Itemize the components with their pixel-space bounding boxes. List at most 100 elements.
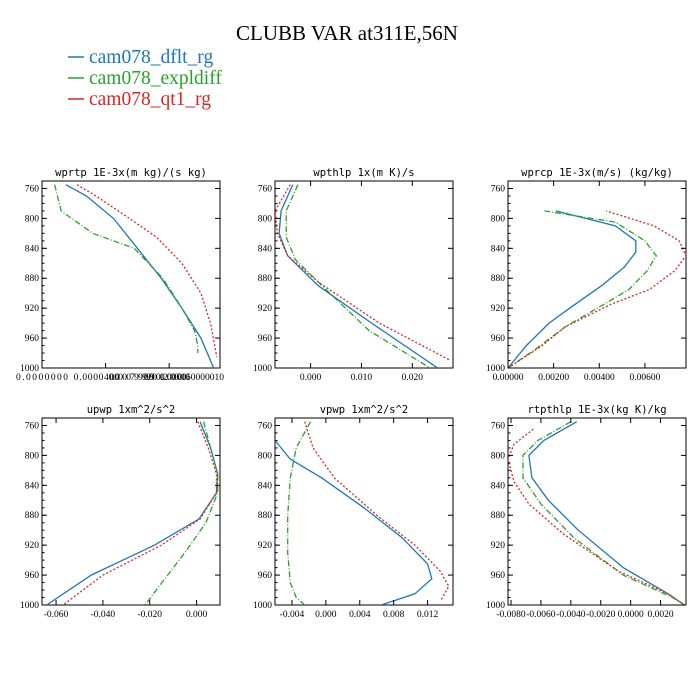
ytick-label: 760 <box>491 184 506 194</box>
ytick-label: 800 <box>25 451 40 461</box>
ytick-label: 920 <box>491 304 506 314</box>
series-line-1-1 <box>65 184 215 368</box>
legend-label-3: cam078_qt1_rg <box>89 89 211 110</box>
ytick-label: 760 <box>491 421 506 431</box>
ytick-label: 960 <box>491 334 506 344</box>
ytick-label: 800 <box>491 451 506 461</box>
panel-6: rtpthlp 1E-3x(kg K)/kg 760 800 840 880 920 960… <box>486 404 687 620</box>
series-line-6-2 <box>522 421 685 605</box>
series-line-4-1 <box>46 421 219 605</box>
panel-title-6: rtpthlp 1E-3x(kg K)/kg <box>527 404 666 416</box>
ytick-label: 880 <box>258 274 273 284</box>
xtick-label: -0.0020 <box>586 610 616 620</box>
panel-frame-2 <box>274 180 454 369</box>
panel-title-2: wpthlp 1x(m K)/s <box>313 167 414 179</box>
xtick-label: 0.010 <box>351 373 373 383</box>
legend: cam078_dflt_rgcam078_expldiffcam078_qt1_… <box>68 47 222 110</box>
ytick-label: 1000 <box>253 364 272 374</box>
xtick-label: 0.00400 <box>584 373 615 383</box>
xtick-label: 0.000 <box>315 610 337 620</box>
panel-frame-6 <box>507 417 687 606</box>
xtick-label: -0.0060 <box>526 610 556 620</box>
ytick-label: 800 <box>491 214 506 224</box>
xtick-label: 0.000 <box>300 373 322 383</box>
panel-frame-1 <box>41 180 221 369</box>
series-line-6-1 <box>528 421 685 605</box>
panel-frame-3 <box>507 180 687 369</box>
xtick-label: 0.012 <box>417 610 439 620</box>
ytick-label: 920 <box>25 541 40 551</box>
xtick-label: -0.004 <box>280 610 305 620</box>
xtick-label: 0.000 <box>186 610 208 620</box>
panel-3: wprcp 1E-3x(m/s) (kg/kg) 760 800 840 880 920 9… <box>486 167 687 383</box>
ytick-label: 1000 <box>253 601 272 611</box>
ytick-label: 800 <box>25 214 40 224</box>
series-line-1-3 <box>76 184 218 357</box>
series-line-2-3 <box>275 184 451 362</box>
xtick-label: 0.020 <box>402 373 424 383</box>
series-line-3-1 <box>508 210 637 368</box>
ytick-label: 960 <box>491 571 506 581</box>
xtick-label: 0.0020 <box>648 610 674 620</box>
ytick-label: 840 <box>258 481 273 491</box>
series-line-3-3 <box>508 210 686 368</box>
xtick-label: 0.0000799999 <box>109 373 155 383</box>
panel-title-4: upwp 1xm^2/s^2 <box>87 404 176 416</box>
panel-title-5: vpwp 1xm^2/s^2 <box>320 404 409 416</box>
series-line-4-3 <box>62 421 218 605</box>
xtick-label: 0.0000 <box>618 610 644 620</box>
panel-2: wpthlp 1x(m K)/s 760 800 840 880 920 960 1000 0.… <box>253 167 454 383</box>
panel-1: wprtp 1E-3x(m kg)/(s kg) 760 800 840 880 920 9… <box>16 167 224 383</box>
ytick-label: 840 <box>491 481 506 491</box>
ytick-label: 920 <box>491 541 506 551</box>
ytick-label: 880 <box>25 511 40 521</box>
ytick-label: 840 <box>491 244 506 254</box>
xtick-label: 0.00200 <box>538 373 569 383</box>
xtick-label: -0.020 <box>137 610 162 620</box>
ytick-label: 920 <box>258 304 273 314</box>
panel-frame-5 <box>274 417 454 606</box>
panels: wprtp 1E-3x(m kg)/(s kg) 760 800 840 880 920 9… <box>16 167 687 620</box>
ytick-label: 1000 <box>20 601 39 611</box>
ytick-label: 920 <box>258 541 273 551</box>
panel-title-1: wprtp 1E-3x(m kg)/(s kg) <box>55 167 207 179</box>
xtick-label: -0.0040 <box>556 610 586 620</box>
series-line-5-3 <box>304 421 450 602</box>
series-line-4-2 <box>144 421 219 605</box>
ytick-label: 800 <box>258 214 273 224</box>
ytick-label: 760 <box>25 184 40 194</box>
panel-5: vpwp 1xm^2/s^2 760 800 840 880 920 960 1000 -0.0… <box>253 404 454 620</box>
ytick-label: 960 <box>25 571 40 581</box>
ytick-label: 840 <box>258 244 273 254</box>
legend-label-1: cam078_dflt_rg <box>89 47 213 68</box>
ytick-label: 960 <box>258 571 273 581</box>
xtick-label: 0.00000 <box>493 373 524 383</box>
ytick-label: 760 <box>25 421 40 431</box>
xtick-label: 0.004 <box>349 610 371 620</box>
ytick-label: 880 <box>25 274 40 284</box>
legend-label-2: cam078_expldiff <box>89 68 222 89</box>
ytick-label: 880 <box>258 511 273 521</box>
series-line-5-2 <box>287 421 312 605</box>
ytick-label: 840 <box>25 244 40 254</box>
ytick-label: 960 <box>25 334 40 344</box>
ytick-label: 960 <box>258 334 273 344</box>
series-line-6-3 <box>508 428 685 605</box>
series-line-2-2 <box>285 184 431 368</box>
ytick-label: 840 <box>25 481 40 491</box>
ytick-label: 1000 <box>486 601 505 611</box>
xtick-label: 0.008 <box>383 610 405 620</box>
ytick-label: 760 <box>258 421 273 431</box>
ytick-label: 800 <box>258 451 273 461</box>
xtick-label: -0.040 <box>91 610 116 620</box>
xtick-label: -0.060 <box>44 610 69 620</box>
ytick-label: 1000 <box>20 364 39 374</box>
panel-title-3: wprcp 1E-3x(m/s) (kg/kg) <box>521 167 673 179</box>
series-line-2-1 <box>278 184 439 368</box>
series-line-5-1 <box>275 439 433 605</box>
xtick-label: 0.00012000000 <box>144 373 190 383</box>
panel-4: upwp 1xm^2/s^2 760 800 840 880 920 960 1000 -0.0… <box>20 404 221 620</box>
xtick-label: 0.000160000010 <box>160 373 224 383</box>
ytick-label: 920 <box>25 304 40 314</box>
